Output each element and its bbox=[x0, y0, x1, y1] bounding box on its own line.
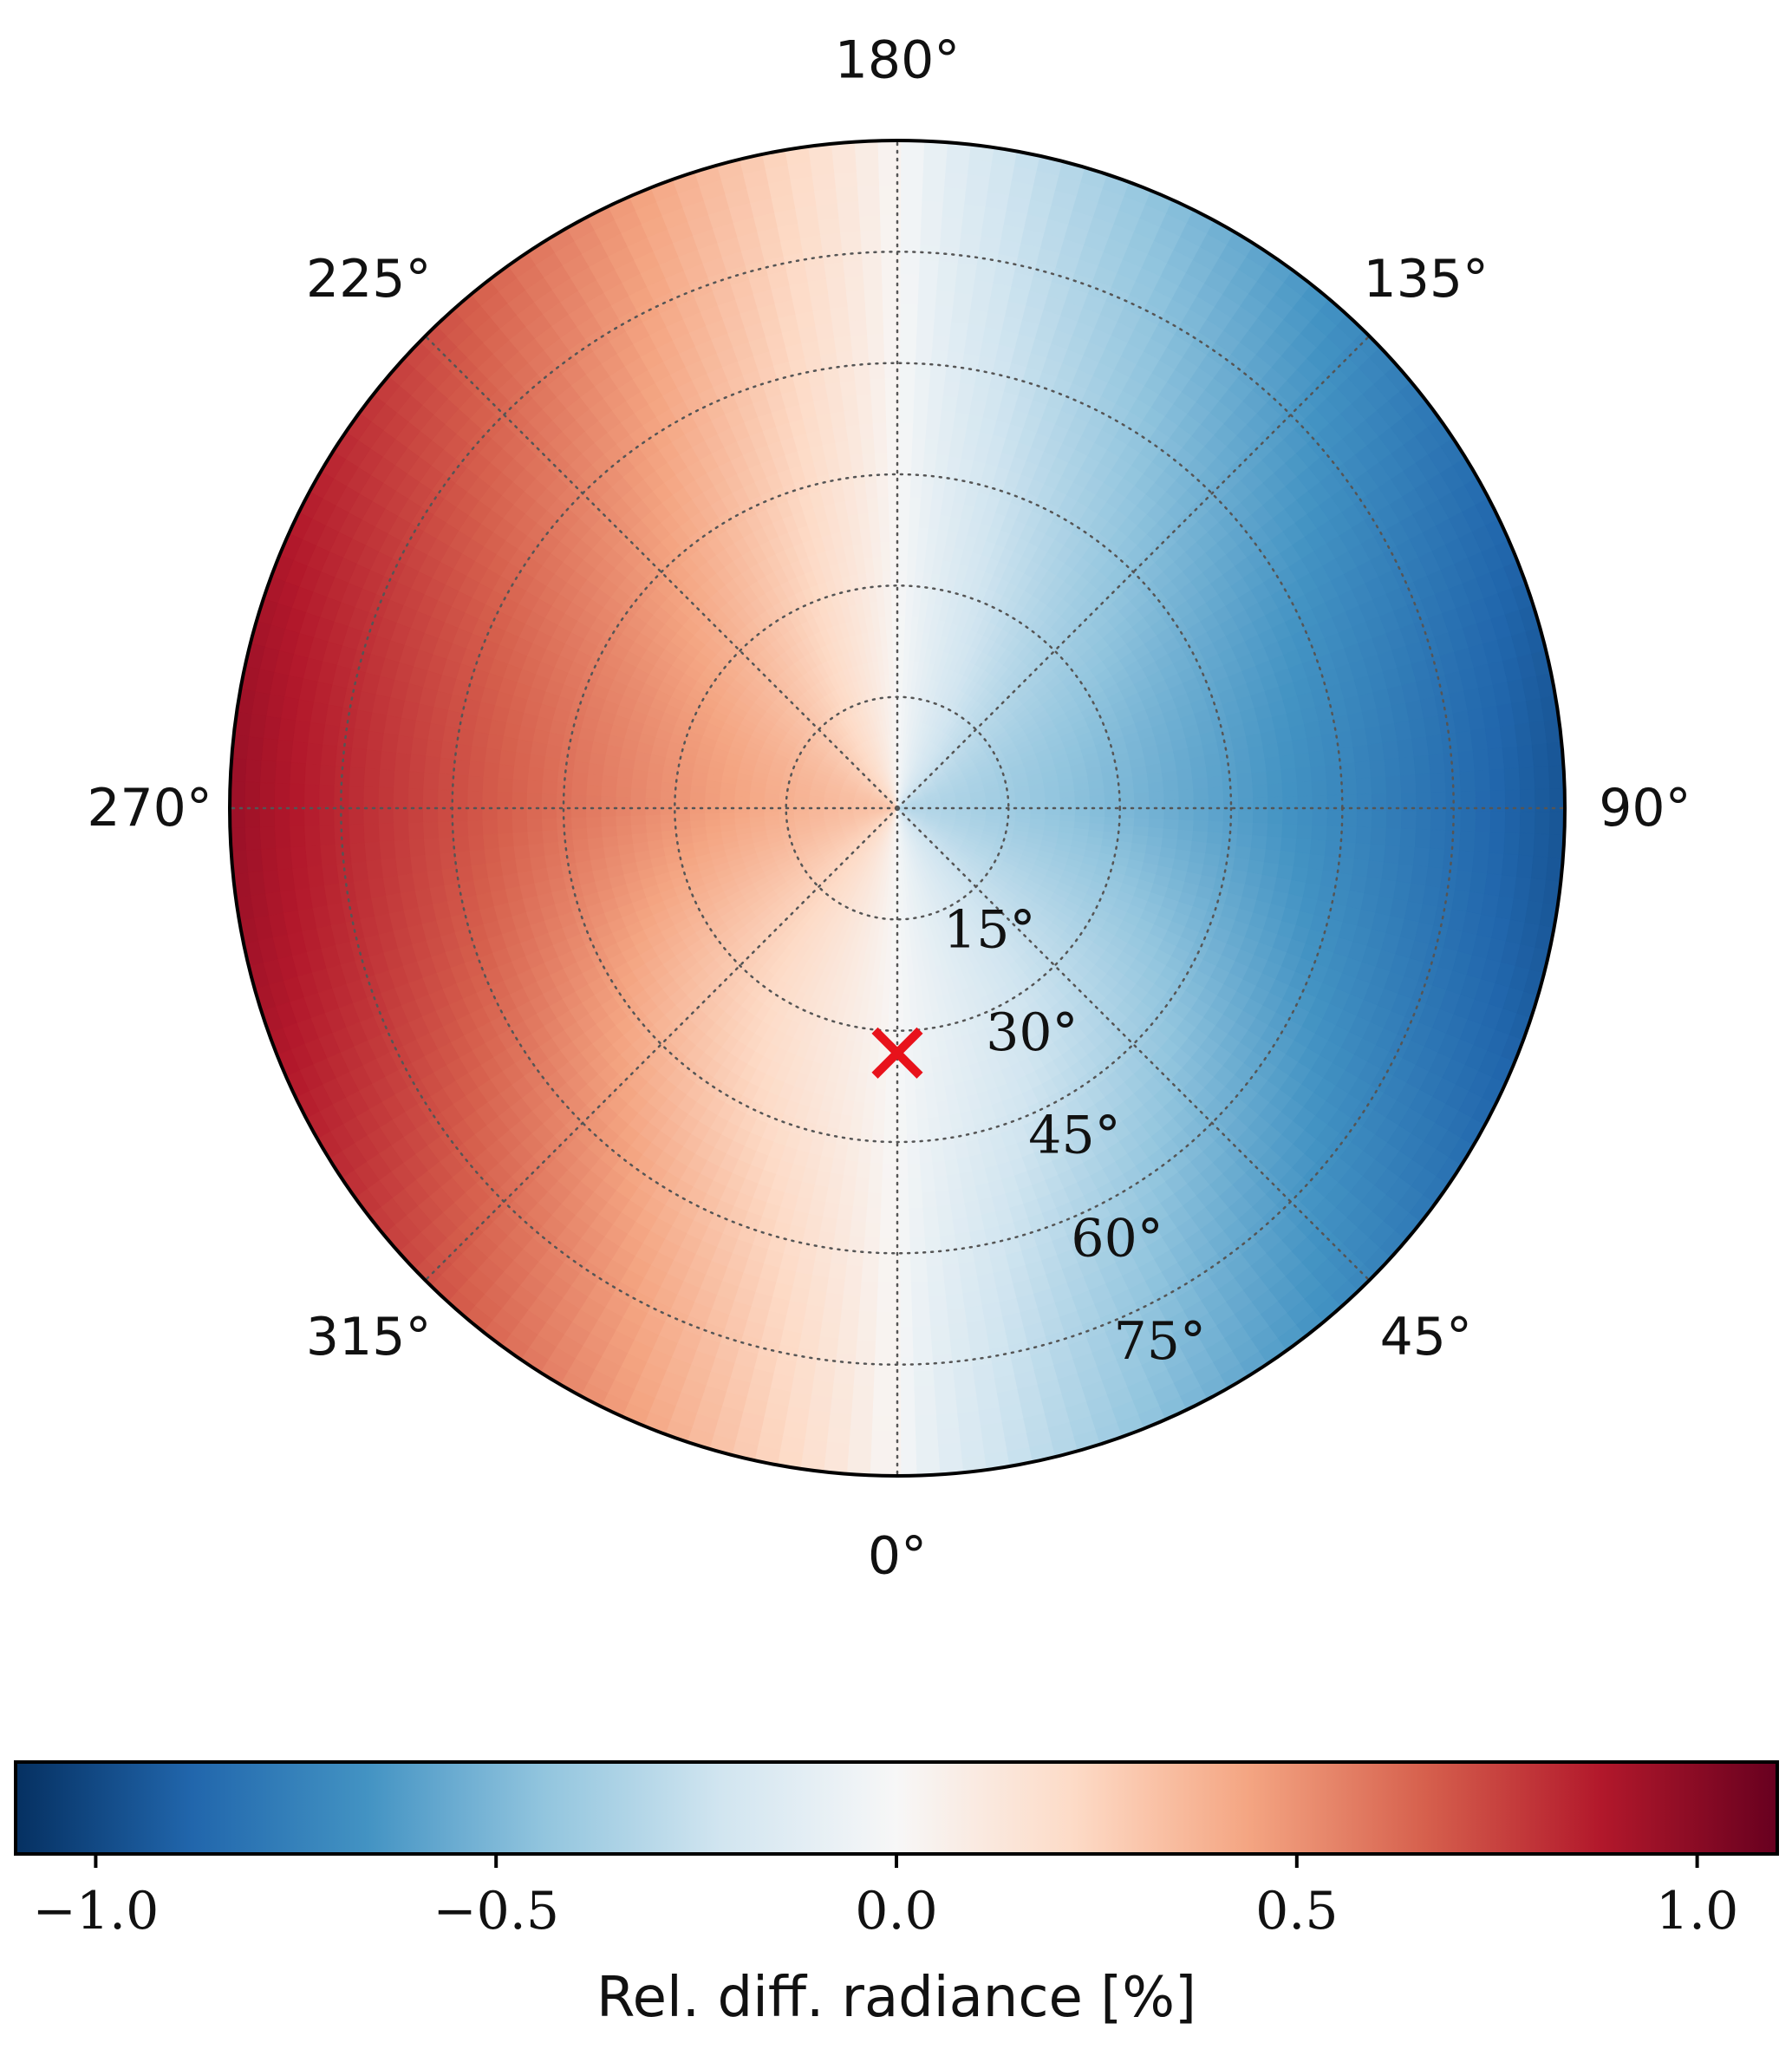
polar-heat-field bbox=[230, 140, 1565, 1476]
